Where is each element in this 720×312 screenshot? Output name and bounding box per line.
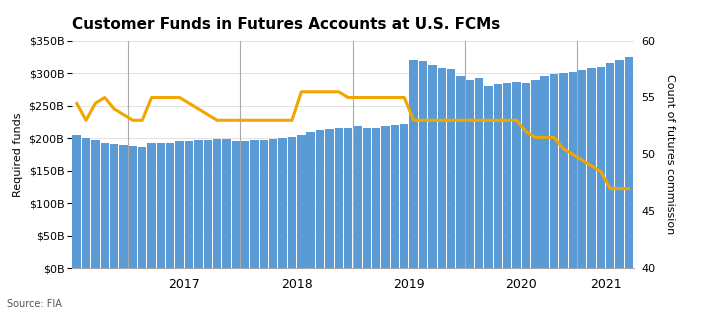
Bar: [475, 78, 483, 268]
Bar: [325, 129, 333, 268]
Bar: [419, 61, 427, 268]
Bar: [541, 76, 549, 268]
Bar: [241, 141, 249, 268]
Y-axis label: Count of futures commission: Count of futures commission: [665, 74, 675, 235]
Bar: [138, 147, 146, 268]
Bar: [204, 140, 212, 268]
Bar: [73, 135, 81, 268]
Bar: [494, 84, 502, 268]
Bar: [372, 129, 380, 268]
Bar: [550, 74, 558, 268]
Bar: [307, 132, 315, 268]
Bar: [531, 80, 539, 268]
Bar: [400, 124, 408, 268]
Bar: [625, 57, 633, 268]
Bar: [148, 144, 156, 268]
Bar: [194, 140, 202, 268]
Bar: [120, 145, 127, 268]
Bar: [578, 70, 586, 268]
Bar: [447, 69, 455, 268]
Bar: [185, 141, 193, 268]
Bar: [428, 65, 436, 268]
Bar: [232, 141, 240, 268]
Bar: [522, 83, 530, 268]
Bar: [222, 139, 230, 268]
Bar: [344, 129, 352, 268]
Bar: [297, 135, 305, 268]
Y-axis label: Required funds: Required funds: [13, 112, 23, 197]
Bar: [110, 144, 118, 268]
Bar: [363, 129, 371, 268]
Bar: [269, 139, 277, 268]
Bar: [485, 86, 492, 268]
Bar: [588, 68, 595, 268]
Bar: [438, 68, 446, 268]
Bar: [569, 72, 577, 268]
Text: Customer Funds in Futures Accounts at U.S. FCMs: Customer Funds in Futures Accounts at U.…: [72, 17, 500, 32]
Bar: [456, 76, 464, 268]
Bar: [503, 83, 511, 268]
Bar: [316, 130, 324, 268]
Text: Source: FIA: Source: FIA: [7, 299, 62, 309]
Bar: [91, 140, 99, 268]
Bar: [260, 140, 268, 268]
Bar: [101, 143, 109, 268]
Bar: [176, 141, 184, 268]
Bar: [597, 66, 605, 268]
Bar: [410, 60, 418, 268]
Bar: [288, 137, 296, 268]
Bar: [391, 125, 399, 268]
Bar: [279, 138, 287, 268]
Bar: [82, 138, 90, 268]
Bar: [166, 143, 174, 268]
Bar: [382, 126, 390, 268]
Bar: [251, 140, 258, 268]
Bar: [606, 63, 614, 268]
Bar: [616, 60, 624, 268]
Bar: [335, 129, 343, 268]
Bar: [559, 73, 567, 268]
Bar: [157, 144, 165, 268]
Bar: [354, 126, 361, 268]
Bar: [466, 80, 474, 268]
Bar: [213, 139, 221, 268]
Bar: [513, 82, 521, 268]
Bar: [129, 146, 137, 268]
